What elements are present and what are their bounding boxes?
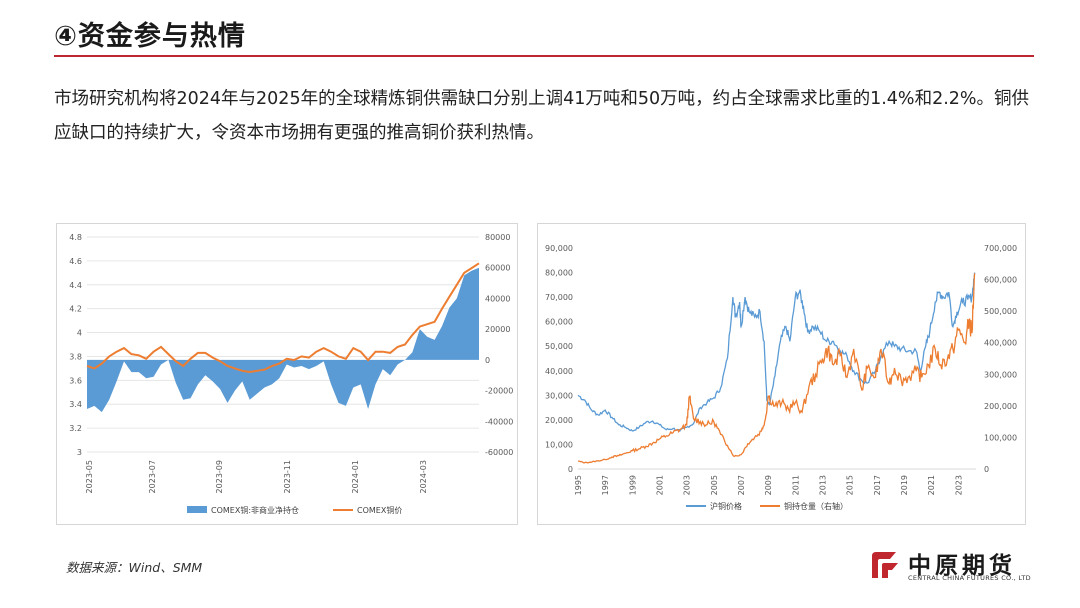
y-left-tick-label: 3: [77, 448, 82, 457]
y-right-tick-label: 600,000: [984, 276, 1017, 285]
shfe-chart: 90,000 80,000 70,000 60,000 50,000 40,000 30,0…: [545, 244, 1017, 511]
y-left-tick-label: 10,000: [545, 440, 573, 449]
x-tick-label: 2024-01: [351, 460, 360, 493]
series-open-interest-line: [578, 273, 976, 464]
x-tick-label: 1997: [601, 475, 610, 495]
y-right-tick-label: 400,000: [984, 339, 1017, 348]
company-logo: 中原期货 CENTRAL CHINA FUTURES CO., LTD: [868, 546, 1048, 588]
x-tick-label: 2007: [737, 475, 746, 495]
x-tick-label: 2023-11: [283, 460, 292, 493]
page-title: ④资金参与热情: [54, 21, 246, 52]
y-right-tick-label: 200,000: [984, 402, 1017, 411]
y-right-tick-label: 20000: [485, 325, 510, 334]
legend-label-open-interest: 铜持仓量（右轴）: [784, 501, 848, 511]
intro-paragraph: 市场研究机构将2024年与2025年的全球精炼铜供需缺口分别上调41万吨和50万…: [54, 89, 1030, 143]
series-net-positions-area: [87, 267, 479, 413]
y-left-tick-label: 3.2: [69, 424, 82, 433]
y-left-tick-label: 4.8: [69, 233, 82, 242]
logo-chinese-name: 中原期货: [908, 552, 1016, 579]
y-left-tick-label: 30,000: [545, 391, 573, 400]
series-comex-price-line: [86, 262, 480, 374]
legend-label-price: 沪铜价格: [710, 501, 742, 511]
logo-english-name: CENTRAL CHINA FUTURES CO., LTD: [908, 574, 1031, 582]
x-tick-label: 2003: [683, 475, 692, 495]
x-tick-label: 2009: [764, 475, 773, 495]
legend-label-positions: COMEX铜:非商业净持仓: [211, 505, 299, 515]
comex-chart: 4.8 4.6 4.4 4.2 4 3.8 3.6 3.4 3.2 3 80000 60000 4000…: [69, 233, 513, 515]
y-right-tick-label: 40000: [485, 294, 510, 303]
x-tick-label: 2023: [954, 475, 963, 495]
y-left-tick-label: 60,000: [545, 318, 573, 327]
y-right-tick-label: -60000: [485, 448, 513, 457]
y-right-tick-label: 700,000: [984, 244, 1017, 253]
y-left-tick-label: 40,000: [545, 367, 573, 376]
y-right-tick-label: 100,000: [984, 433, 1017, 442]
y-right-tick-label: 0: [984, 465, 989, 474]
y-left-tick-label: 70,000: [545, 293, 573, 302]
chart-panel-comex: 4.8 4.6 4.4 4.2 4 3.8 3.6 3.4 3.2 3 80000 60000 4000…: [56, 223, 518, 525]
y-left-tick-label: 50,000: [545, 342, 573, 351]
x-tick-label: 2023-05: [85, 460, 94, 493]
y-right-tick-label: 300,000: [984, 370, 1017, 379]
x-tick-label: 2023-09: [215, 460, 224, 493]
title-divider: [54, 55, 1034, 57]
x-tick-label: 2015: [846, 475, 855, 495]
legend-swatch-positions: [187, 506, 207, 513]
chart-panel-shfe: 90,000 80,000 70,000 60,000 50,000 40,000 30,0…: [537, 223, 1026, 525]
y-right-tick-label: -20000: [485, 387, 513, 396]
series-shfe-price-line: [577, 272, 976, 432]
y-right-tick-label: 60000: [485, 264, 510, 273]
y-left-tick-label: 3.6: [69, 376, 82, 385]
y-left-tick-label: 3.8: [69, 352, 82, 361]
y-left-tick-label: 4.2: [69, 305, 82, 314]
y-left-tick-label: 4.6: [69, 257, 82, 266]
y-left-tick-label: 20,000: [545, 416, 573, 425]
y-right-tick-label: 80000: [485, 233, 510, 242]
x-tick-label: 2023-07: [148, 460, 157, 493]
x-tick-label: 2005: [710, 475, 719, 495]
x-tick-label: 1995: [574, 475, 583, 495]
y-left-tick-label: 0: [568, 465, 573, 474]
y-right-tick-label: 0: [485, 356, 490, 365]
x-tick-label: 2024-03: [419, 460, 428, 493]
y-left-tick-label: 4.4: [69, 281, 82, 290]
data-source-note: 数据来源：Wind、SMM: [66, 560, 203, 575]
logo-mark-icon: [872, 552, 898, 578]
x-tick-label: 2011: [791, 475, 800, 495]
y-right-tick-label: -40000: [485, 417, 513, 426]
x-tick-label: 2001: [656, 475, 665, 495]
x-tick-label: 1999: [628, 475, 637, 495]
y-left-tick-label: 90,000: [545, 244, 573, 253]
legend-label-price: COMEX铜价: [357, 505, 402, 515]
y-left-tick-label: 4: [77, 329, 82, 338]
x-tick-label: 2019: [900, 475, 909, 495]
x-tick-label: 2017: [873, 475, 882, 495]
y-left-tick-label: 3.4: [69, 400, 82, 409]
x-tick-label: 2021: [927, 475, 936, 495]
y-left-tick-label: 80,000: [545, 269, 573, 278]
y-right-tick-label: 500,000: [984, 307, 1017, 316]
x-tick-label: 2013: [819, 475, 828, 495]
